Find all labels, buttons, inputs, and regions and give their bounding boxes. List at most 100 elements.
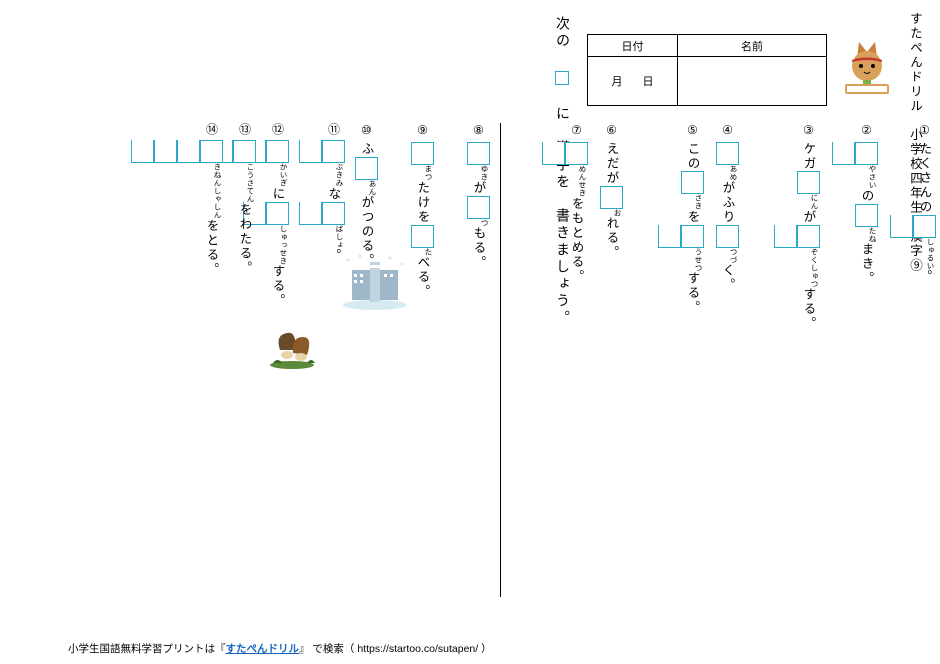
name-body	[678, 57, 826, 105]
answer-box	[266, 140, 289, 163]
meta-table: 日付 月 日 名前	[587, 34, 827, 106]
answer-box	[774, 225, 797, 248]
answer-box	[233, 140, 256, 163]
vertical-separator	[500, 123, 501, 597]
snow-building-icon	[340, 250, 410, 310]
question-number: ④	[720, 123, 735, 139]
answer-box	[855, 142, 878, 165]
question-number: ⑬	[237, 123, 254, 137]
question: ③ケガにんがぞくしゅつする。	[774, 123, 820, 331]
answer-box-group	[890, 215, 936, 238]
question-text: たけを	[416, 181, 430, 225]
question-text: ケガ	[802, 142, 816, 171]
furigana: きねんしゃしん	[133, 163, 223, 219]
answer-box	[681, 171, 704, 194]
furigana: あん	[357, 180, 378, 196]
page: すたぺんドリル 小学校四年生 漢字⑨ 日付 月 日 名前 次の に 漢字を 書き…	[70, 10, 925, 629]
answer-box-group	[355, 157, 378, 180]
question: ①たくさんのしゅるい。	[890, 123, 936, 284]
question: ⑧ ゆきがつもる。	[467, 123, 490, 270]
answer-box	[177, 140, 200, 163]
question-text: 。	[918, 270, 932, 285]
question-text: べる。	[416, 256, 430, 300]
furigana: ぞくしゅつ	[776, 248, 820, 288]
answer-box-group	[467, 196, 490, 219]
answer-box-group	[542, 142, 588, 165]
answer-box-group	[658, 225, 704, 248]
question-text: が	[802, 210, 816, 225]
furigana: た	[413, 248, 434, 256]
question-text: を	[686, 210, 700, 225]
footer: 小学生国語無料学習プリントは『すたぺんドリル』 で検索（ https://sta…	[68, 641, 492, 656]
question-text: する。	[271, 265, 285, 309]
answer-box-group	[797, 171, 820, 194]
answer-box	[467, 142, 490, 165]
question-number: ⑩	[359, 123, 374, 139]
answer-box	[913, 215, 936, 238]
question-text: く。	[721, 264, 735, 293]
answer-box-group	[299, 140, 345, 163]
question-text: もる。	[472, 227, 486, 271]
answer-box	[890, 215, 913, 238]
question-number: ⑥	[604, 123, 619, 139]
furigana: たね	[857, 227, 878, 243]
question: ⑤このさきをうせつする。	[658, 123, 704, 315]
answer-box-group	[716, 142, 739, 165]
question-text: する。	[802, 288, 816, 332]
question-text: この	[686, 142, 700, 171]
answer-box	[681, 225, 704, 248]
answer-box	[542, 142, 565, 165]
question-number: ⑭	[204, 123, 221, 137]
furigana: あめ	[718, 165, 739, 181]
answer-box	[797, 171, 820, 194]
question-number: ⑤	[685, 123, 700, 139]
answer-box	[299, 140, 322, 163]
answer-box	[299, 202, 322, 225]
answer-box-group	[774, 225, 820, 248]
question-number: ②	[859, 123, 874, 139]
question-text: れる。	[605, 217, 619, 261]
question-text: をとる。	[205, 219, 219, 277]
question-text: が	[472, 181, 486, 196]
furigana: にん	[799, 194, 820, 210]
day-label: 日	[643, 73, 654, 89]
answer-box	[797, 225, 820, 248]
answer-box	[658, 225, 681, 248]
footer-brand: すたぺんドリル	[226, 643, 300, 655]
footer-pre: 小学生国語無料学習プリントは『	[68, 643, 226, 655]
question-text: をもとめる。	[570, 197, 584, 284]
answer-box	[322, 202, 345, 225]
answer-box-group	[411, 225, 434, 248]
footer-mid: 』 で検索（	[299, 643, 357, 655]
question: ⑨まつたけをたべる。	[411, 123, 434, 299]
furigana: ゆき	[469, 165, 490, 181]
furigana: つ	[469, 219, 490, 227]
answer-box	[355, 157, 378, 180]
footer-post: ）	[478, 643, 491, 655]
furigana: しゅるい	[892, 238, 936, 270]
answer-box	[565, 142, 588, 165]
question: ⑦めんせきをもとめる。	[542, 123, 588, 284]
answer-box-group	[855, 204, 878, 227]
furigana: お	[602, 209, 623, 217]
answer-box	[467, 196, 490, 219]
furigana: まつ	[413, 165, 434, 181]
date-body: 月 日	[588, 57, 677, 105]
month-label: 月	[612, 73, 623, 89]
question-text: 。	[327, 249, 341, 264]
answer-box	[154, 140, 177, 163]
question: ②やさいのたねまき。	[832, 123, 878, 286]
answer-box-group	[131, 140, 223, 163]
furigana: つづ	[718, 248, 739, 264]
question: ⑭ きねんしゃしんをとる。	[131, 123, 223, 277]
question: ⑪ぶきみなばしょ。	[299, 123, 345, 263]
question-text: がふり	[721, 181, 735, 225]
furigana: ばしょ	[301, 225, 345, 249]
question-text: たくさんの	[918, 142, 932, 215]
instr-pre: 次の	[554, 16, 569, 50]
answer-box-group	[716, 225, 739, 248]
question-text: ふ	[360, 142, 374, 157]
question-number: ⑧	[471, 123, 486, 139]
answer-box	[322, 140, 345, 163]
furigana: さき	[683, 194, 704, 210]
